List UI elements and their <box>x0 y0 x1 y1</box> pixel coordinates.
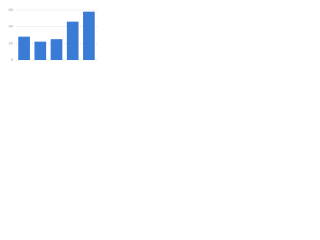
y-tick-label: 40 <box>9 24 14 29</box>
bar <box>83 11 95 60</box>
page: {"chart_data": {"type": "bar", "categori… <box>0 0 320 71</box>
chart: 0 20 40 60 <box>9 7 97 62</box>
bar <box>34 41 47 60</box>
bar <box>18 36 30 60</box>
y-tick-label: 0 <box>11 57 14 62</box>
bar <box>50 39 63 60</box>
y-tick-label: 60 <box>9 7 14 12</box>
bar <box>66 21 79 61</box>
y-tick-label: 20 <box>9 40 14 45</box>
